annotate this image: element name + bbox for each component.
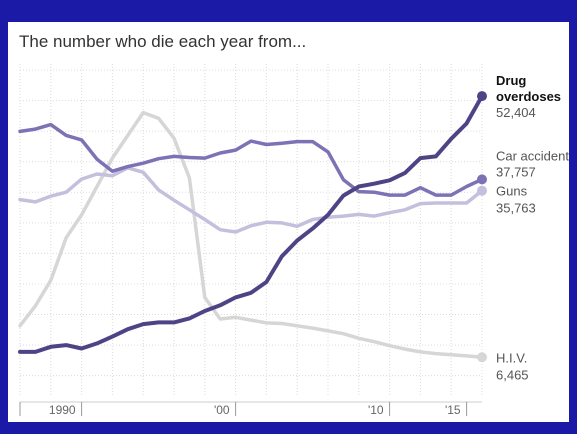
series-value-drug: 52,404 [496, 105, 536, 120]
series-name-car: Car accidents [496, 148, 569, 163]
series-endpoint-car [477, 174, 487, 185]
series-value-hiv: 6,465 [496, 367, 529, 382]
series-labels: H.I.V. 6,465 Guns 35,763 Car accidents37,757… [496, 73, 569, 382]
x-tick-label: '00 [214, 403, 230, 417]
series-endpoint-hiv [477, 352, 487, 363]
chart-title: The number who die each year from... [19, 32, 307, 51]
series-value-car: 37,757 [496, 164, 536, 179]
chart-frame: The number who die each year from... 199… [8, 22, 569, 422]
series-endpoint-drug [477, 91, 487, 102]
x-tick-label: '15 [445, 403, 461, 417]
series-line-guns [18, 166, 484, 234]
x-tick-label: '10 [368, 403, 384, 417]
series-name-drug: Drug overdoses [496, 73, 561, 104]
series-lines [18, 91, 487, 363]
x-tick-label: 1990 [49, 403, 76, 417]
series-line-drug [18, 94, 484, 354]
grid-lines [19, 64, 483, 396]
series-line-car [18, 122, 484, 197]
series-name-guns: Guns [496, 184, 528, 199]
series-name-hiv: H.I.V. [496, 350, 527, 365]
series-value-guns: 35,763 [496, 201, 536, 216]
line-chart: 1990 '00 '10 '15 H.I.V. 6,465 Guns 35,763 Car a… [18, 64, 569, 417]
x-axis: 1990 '00 '10 '15 [19, 401, 482, 417]
series-line-hiv [18, 110, 484, 360]
series-name-part: overdoses [496, 89, 561, 104]
series-endpoint-guns [477, 185, 487, 196]
series-name-part: Drug [496, 73, 526, 88]
